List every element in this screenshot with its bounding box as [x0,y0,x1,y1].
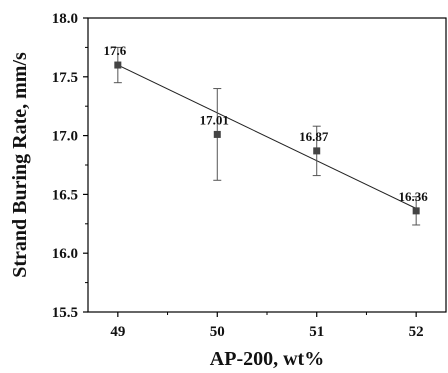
plot-frame [87,17,447,313]
y-tick-label: 18.0 [52,11,78,27]
y-tick-label: 17.5 [52,70,78,86]
x-tick-label: 49 [110,324,125,340]
x-tick-label: 50 [210,324,225,340]
data-label: 16.87 [299,129,329,144]
data-label: 16.36 [399,189,429,204]
data-point [412,207,420,215]
y-tick-label: 15.5 [52,305,78,321]
fit-line [117,64,417,209]
y-axis-title: Strand Buring Rate, mm/s [9,52,31,278]
data-point [313,147,321,155]
y-tick-label: 17.0 [52,129,78,145]
x-tick-label: 52 [409,324,424,340]
x-tick-label: 51 [309,324,324,340]
x-axis-title: AP-200, wt% [210,348,324,370]
data-label: 17.6 [103,43,126,58]
y-tick-label: 16.0 [52,246,78,262]
data-label: 17.01 [200,112,229,127]
data-point [213,130,221,138]
data-point [114,61,122,69]
y-tick-label: 16.5 [52,187,78,203]
